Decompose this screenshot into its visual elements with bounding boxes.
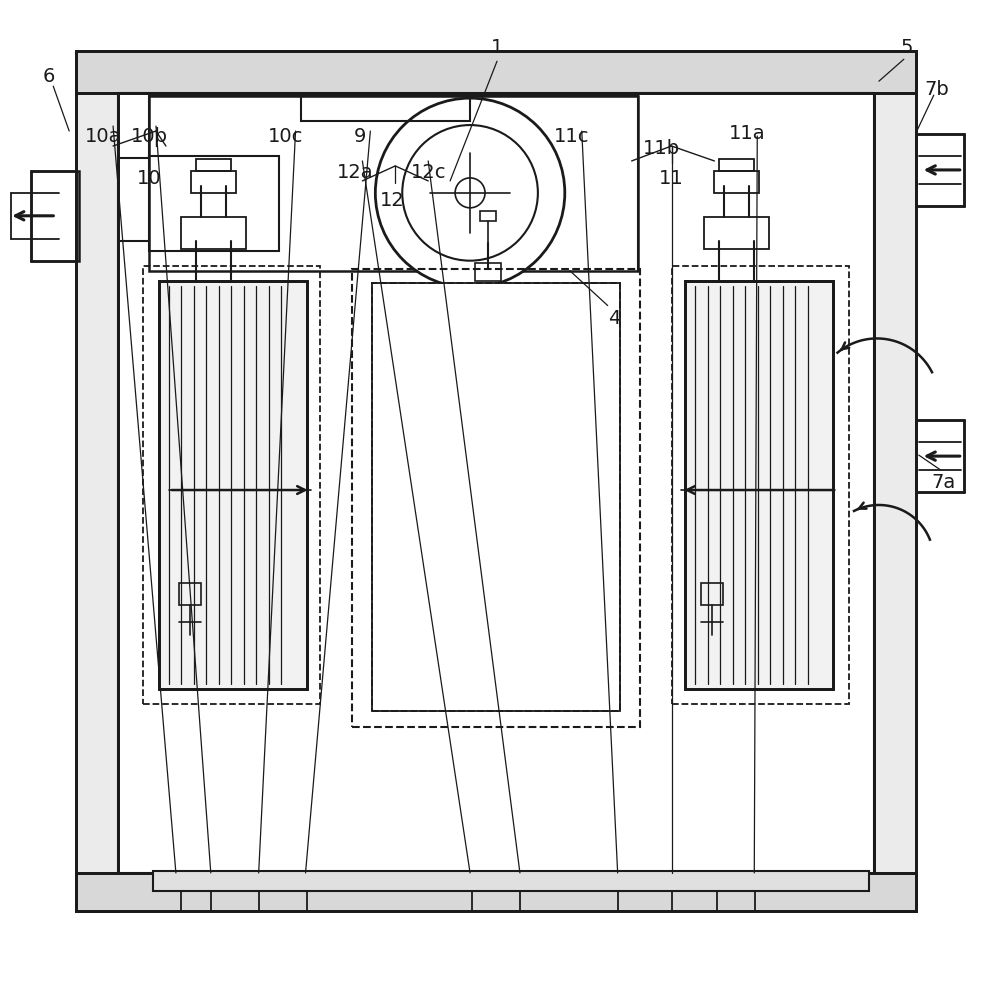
Text: 12: 12 [380,191,405,210]
Bar [874,51,916,911]
Bar [143,266,321,704]
Text: 9: 9 [354,127,366,146]
Bar [76,873,916,911]
Bar [916,420,963,492]
Bar [480,211,496,221]
Bar [352,269,640,727]
Text: 12a: 12a [337,163,373,182]
Bar [32,171,79,261]
Bar [475,263,501,281]
Bar [76,51,118,911]
Bar [153,871,869,891]
Text: 11: 11 [659,169,684,188]
Text: 5: 5 [901,38,913,57]
Bar [148,96,638,271]
Bar [301,96,470,121]
Text: 12c: 12c [411,163,446,182]
Bar [671,266,849,704]
Circle shape [455,178,485,208]
Circle shape [375,98,565,288]
Text: 11a: 11a [729,124,765,143]
Text: 4: 4 [609,309,621,328]
Bar [702,583,724,605]
Text: 10b: 10b [131,127,167,146]
Bar [159,281,307,689]
Bar [685,281,833,689]
Bar [196,159,231,171]
Text: 11b: 11b [643,139,680,158]
Text: 11c: 11c [554,127,589,146]
Text: 6: 6 [44,67,55,86]
Bar [705,217,769,249]
Bar [715,171,759,193]
Text: 7a: 7a [932,473,956,492]
Text: 10c: 10c [268,127,303,146]
Bar [372,283,620,711]
Bar [916,134,963,206]
Bar [181,217,246,249]
Bar [874,51,916,911]
Bar [76,51,916,93]
Bar [76,51,118,911]
Text: 1: 1 [491,38,503,57]
Text: 7b: 7b [925,80,949,99]
Bar [191,171,236,193]
Bar [76,873,916,911]
Text: 10: 10 [137,169,161,188]
Bar [148,156,278,251]
Bar [76,51,916,93]
Bar [159,281,307,689]
Text: 10a: 10a [85,127,122,146]
Bar [179,583,201,605]
Bar [720,159,754,171]
Bar [372,283,620,711]
Bar [685,281,833,689]
